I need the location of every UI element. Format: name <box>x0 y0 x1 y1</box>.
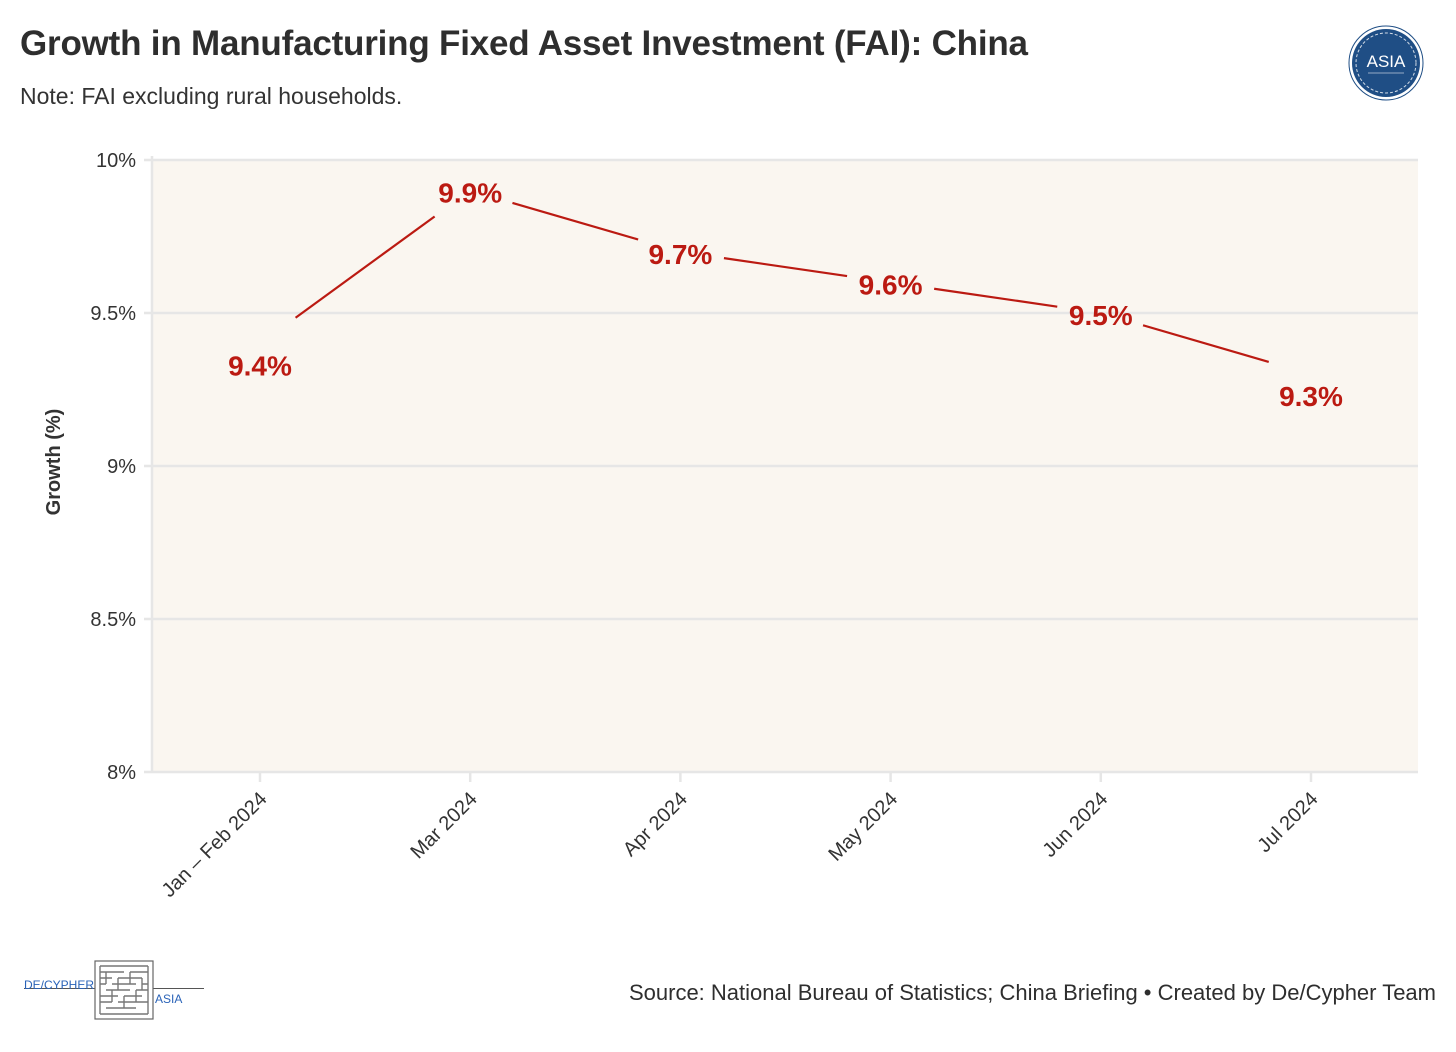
data-label: 9.4% <box>228 351 292 382</box>
series-line-segment <box>294 215 436 319</box>
series-line-segment <box>933 287 1058 308</box>
brand-right-text: ASIA <box>155 992 183 1006</box>
data-label: 9.5% <box>1069 300 1133 331</box>
asia-logo-icon: ASIA <box>1348 25 1424 101</box>
maze-icon <box>94 960 154 1020</box>
y-tick-label: 10% <box>96 150 136 172</box>
data-label: 9.6% <box>859 269 923 300</box>
chart-title: Growth in Manufacturing Fixed Asset Inve… <box>20 24 1028 63</box>
x-tick-label: Jun 2024 <box>1039 788 1113 862</box>
x-tick-label: Jan – Feb 2024 <box>158 788 272 902</box>
x-tick-label: May 2024 <box>824 788 902 866</box>
y-tick-label: 9% <box>107 456 136 478</box>
chart-subtitle: Note: FAI excluding rural households. <box>20 83 403 109</box>
y-tick-label: 8% <box>107 762 136 784</box>
data-label: 9.9% <box>438 178 502 209</box>
logo-text: ASIA <box>1367 52 1406 71</box>
y-tick-label: 8.5% <box>90 609 136 631</box>
series-line-segment <box>723 257 848 278</box>
x-tick-label: Jul 2024 <box>1254 788 1323 857</box>
series-line-segment <box>512 201 639 241</box>
data-label: 9.3% <box>1279 381 1343 412</box>
x-tick-label: Apr 2024 <box>619 788 692 861</box>
decypher-brand: DE/CYPHER ASIA <box>24 960 209 1022</box>
source-note: Source: National Bureau of Statistics; C… <box>628 980 1436 1005</box>
y-axis-title: Growth (%) <box>43 409 65 516</box>
x-tick-label: Mar 2024 <box>406 788 481 863</box>
data-label: 9.7% <box>648 239 712 270</box>
y-tick-label: 9.5% <box>90 303 136 325</box>
series-line-segment <box>1142 324 1270 363</box>
brand-left-text: DE/CYPHER <box>24 978 95 992</box>
